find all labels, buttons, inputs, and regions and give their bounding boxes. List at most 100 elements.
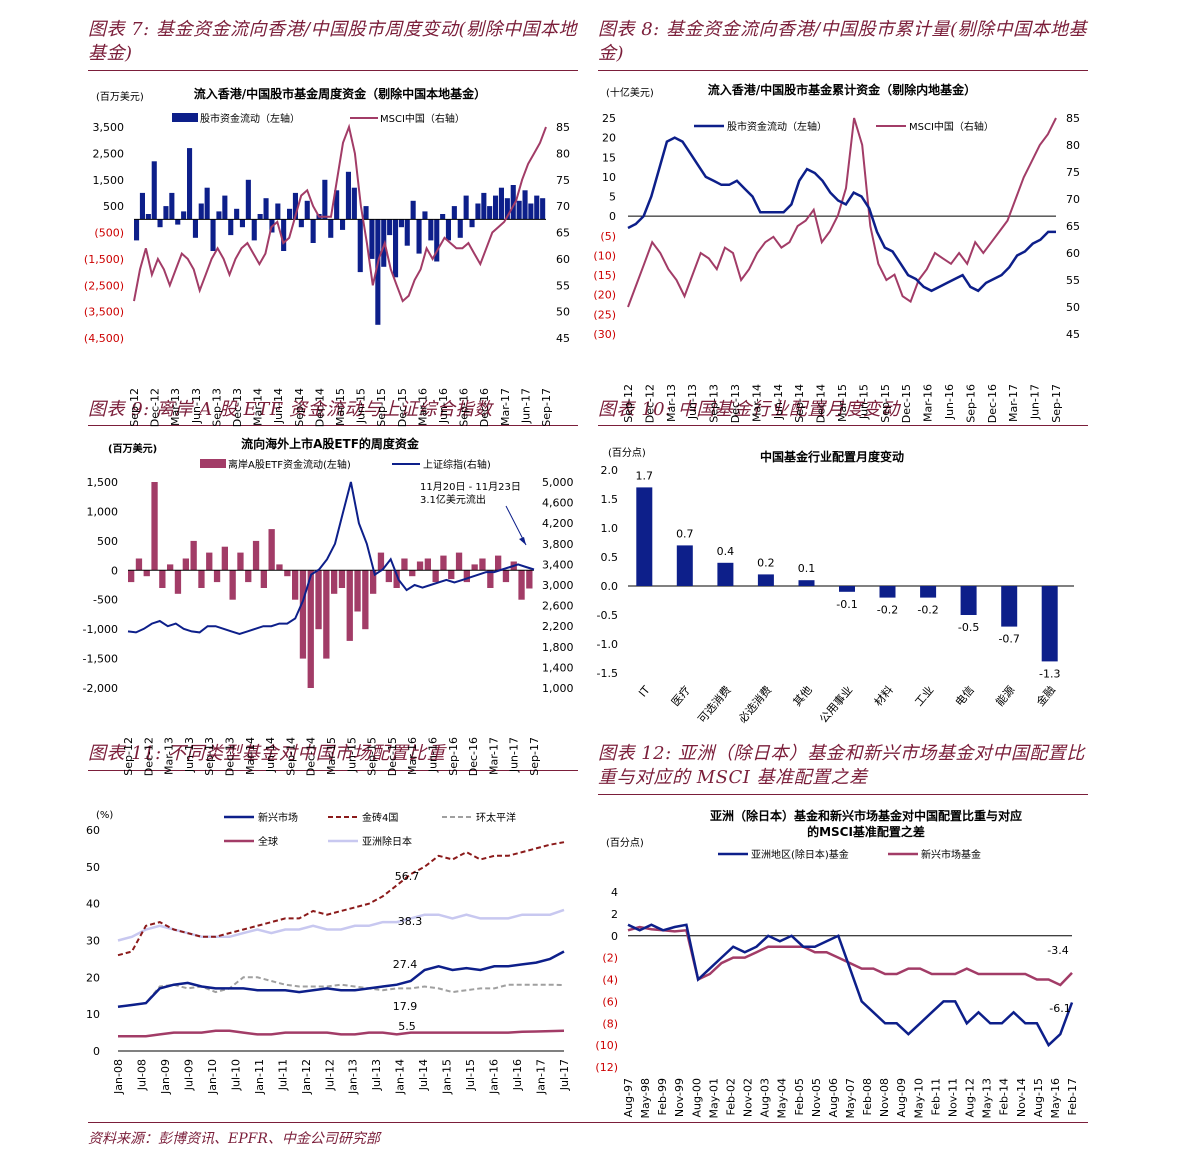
- f10-bar: [1001, 586, 1018, 627]
- f9-flow-bar: [377, 552, 385, 571]
- f8-x-tick: Dec-16: [986, 384, 999, 423]
- f11-value-label: 56.7: [395, 870, 420, 883]
- f10-bar: [920, 586, 937, 598]
- f10-bar: [717, 562, 734, 586]
- f8-x-tick: Mar-17: [1007, 384, 1020, 422]
- f9-flow-bar: [221, 546, 228, 571]
- f10-bar: [839, 586, 855, 592]
- f7-flow-bar: [151, 161, 157, 220]
- f10-value-label: -1.3: [1039, 667, 1060, 680]
- f8-right-y-tick: 45: [1066, 328, 1080, 341]
- f12-legend-em: 新兴市场基金: [921, 848, 981, 861]
- figure-8-rule: [598, 70, 1088, 71]
- f9-flow-bar: [128, 570, 135, 583]
- f9-flow-bar: [190, 540, 197, 571]
- f7-flow-bar: [169, 192, 175, 220]
- f12-x-tick: Feb-14: [998, 1078, 1011, 1115]
- f9-flow-bar: [260, 570, 267, 588]
- f8-right-y-tick: 60: [1066, 247, 1080, 260]
- f7-right-y-tick: 50: [556, 306, 570, 319]
- f12-x-tick: May-01: [707, 1078, 720, 1119]
- f11-value-label: 17.9: [393, 1000, 418, 1013]
- f12-value-label-em: -3.4: [1047, 944, 1068, 957]
- f10-value-label: 0.1: [798, 562, 816, 575]
- f7-flow-bar: [228, 219, 234, 236]
- f12-y-tick: 2: [611, 908, 618, 921]
- f9-flow-bar: [385, 570, 392, 583]
- f12-x-tick: Feb-17: [1066, 1078, 1079, 1115]
- f9-x-tick: Mar-15: [325, 737, 338, 775]
- f9-flow-bar: [213, 570, 221, 583]
- f8-left-y-tick: (30): [593, 328, 616, 341]
- f9-flow-bar: [487, 570, 494, 588]
- f10-bar: [1041, 586, 1058, 662]
- f9-annotation-line1: 11月20日 - 11月23日: [420, 481, 521, 493]
- f7-flow-bar: [163, 206, 169, 220]
- f7-left-y-tick: (2,500): [84, 279, 124, 292]
- f7-flow-bar: [457, 219, 463, 238]
- f9-flow-bar: [463, 570, 470, 583]
- f7-msci-line: [133, 123, 547, 303]
- f7-x-tick: Mar-15: [334, 388, 347, 426]
- f9-x-tick: Sep-17: [528, 737, 541, 776]
- f10-value-label: 0.2: [757, 556, 775, 569]
- f8-left-y-tick: 0: [609, 210, 616, 223]
- f9-flow-bar: [502, 570, 510, 583]
- f8-x-tick: Sep-17: [1050, 384, 1063, 423]
- f11-x-tick: Jul-15: [464, 1059, 477, 1091]
- f11-y-tick: 10: [86, 1008, 100, 1021]
- f12-x-tick: Nov-11: [946, 1078, 959, 1117]
- f9-left-y-tick: -2,000: [83, 682, 118, 695]
- f10-bar: [636, 487, 653, 586]
- f12-y-tick: 4: [611, 886, 618, 899]
- f10-y-tick: 2.0: [601, 464, 619, 477]
- f9-flow-bar: [292, 570, 299, 600]
- f12-x-tick: Aug-15: [1032, 1078, 1045, 1117]
- f10-y-tick: 0.5: [601, 551, 619, 564]
- f8-legend-flows: 股市资金流动（左轴）: [727, 120, 827, 133]
- f10-category-label: 可选消费: [695, 683, 734, 726]
- f11-series-line: [118, 1029, 565, 1038]
- f12-x-tick: Nov-14: [1015, 1078, 1028, 1117]
- f12-y-tick: (12): [595, 1061, 618, 1074]
- f11-x-tick: Jan-08: [112, 1059, 125, 1095]
- f12-chart-title-line1: 亚洲（除日本）基金和新兴市场基金对中国配置比重与对应: [710, 808, 1022, 823]
- f9-x-tick: Sep-13: [203, 737, 216, 776]
- f7-chart-title: 流入香港/中国股市基金周度资金（剔除中国本地基金）: [194, 86, 486, 101]
- f10-category-label: 其他: [791, 684, 815, 709]
- f7-flow-bar: [463, 195, 469, 220]
- f11-x-tick: Jan-14: [394, 1059, 407, 1095]
- f9-x-tick: Mar-17: [487, 737, 500, 775]
- f7-x-tick: Sep-13: [210, 388, 223, 427]
- f11-series-line: [117, 976, 565, 1008]
- f12-y-tick: (6): [602, 995, 618, 1008]
- f11-x-tick: Jan-09: [159, 1059, 172, 1095]
- f8-x-tick: Jun-13: [686, 384, 699, 420]
- f7-x-tick: Dec-14: [313, 388, 326, 427]
- f7-flow-bar: [198, 203, 204, 220]
- f9-legend-flows: 离岸A股ETF资金流动(左轴): [228, 458, 351, 471]
- f12-x-tick: Aug-00: [690, 1078, 703, 1117]
- f9-x-tick: Jun-15: [345, 737, 358, 773]
- f8-left-y-tick: (15): [593, 269, 616, 282]
- f11-x-tick: Jan-15: [441, 1059, 454, 1095]
- f12-asia-line: [627, 923, 1074, 1048]
- f11-y-tick: 20: [86, 971, 100, 984]
- f7-flow-bar: [145, 214, 151, 220]
- f7-x-tick: Sep-16: [458, 388, 471, 427]
- f7-x-tick: Sep-17: [540, 388, 553, 427]
- f10-value-label: -0.7: [998, 633, 1019, 646]
- f7-x-tick: Jun-16: [437, 388, 450, 424]
- f8-x-tick: Sep-12: [622, 384, 635, 423]
- f7-left-y-tick: (3,500): [84, 306, 124, 319]
- f12-x-tick: Aug-97: [622, 1078, 635, 1117]
- f8-x-tick: Sep-15: [879, 384, 892, 423]
- f7-flow-bar: [334, 190, 340, 220]
- f12-x-tick: Aug-06: [827, 1078, 840, 1117]
- f7-flow-bar: [310, 219, 316, 243]
- f7-left-y-tick: 500: [103, 200, 124, 213]
- f9-flow-bar: [393, 570, 400, 588]
- f10-unit-label: (百分点): [608, 447, 646, 459]
- f10-category-label: 金融: [1033, 683, 1058, 709]
- f7-flow-bar: [363, 206, 369, 220]
